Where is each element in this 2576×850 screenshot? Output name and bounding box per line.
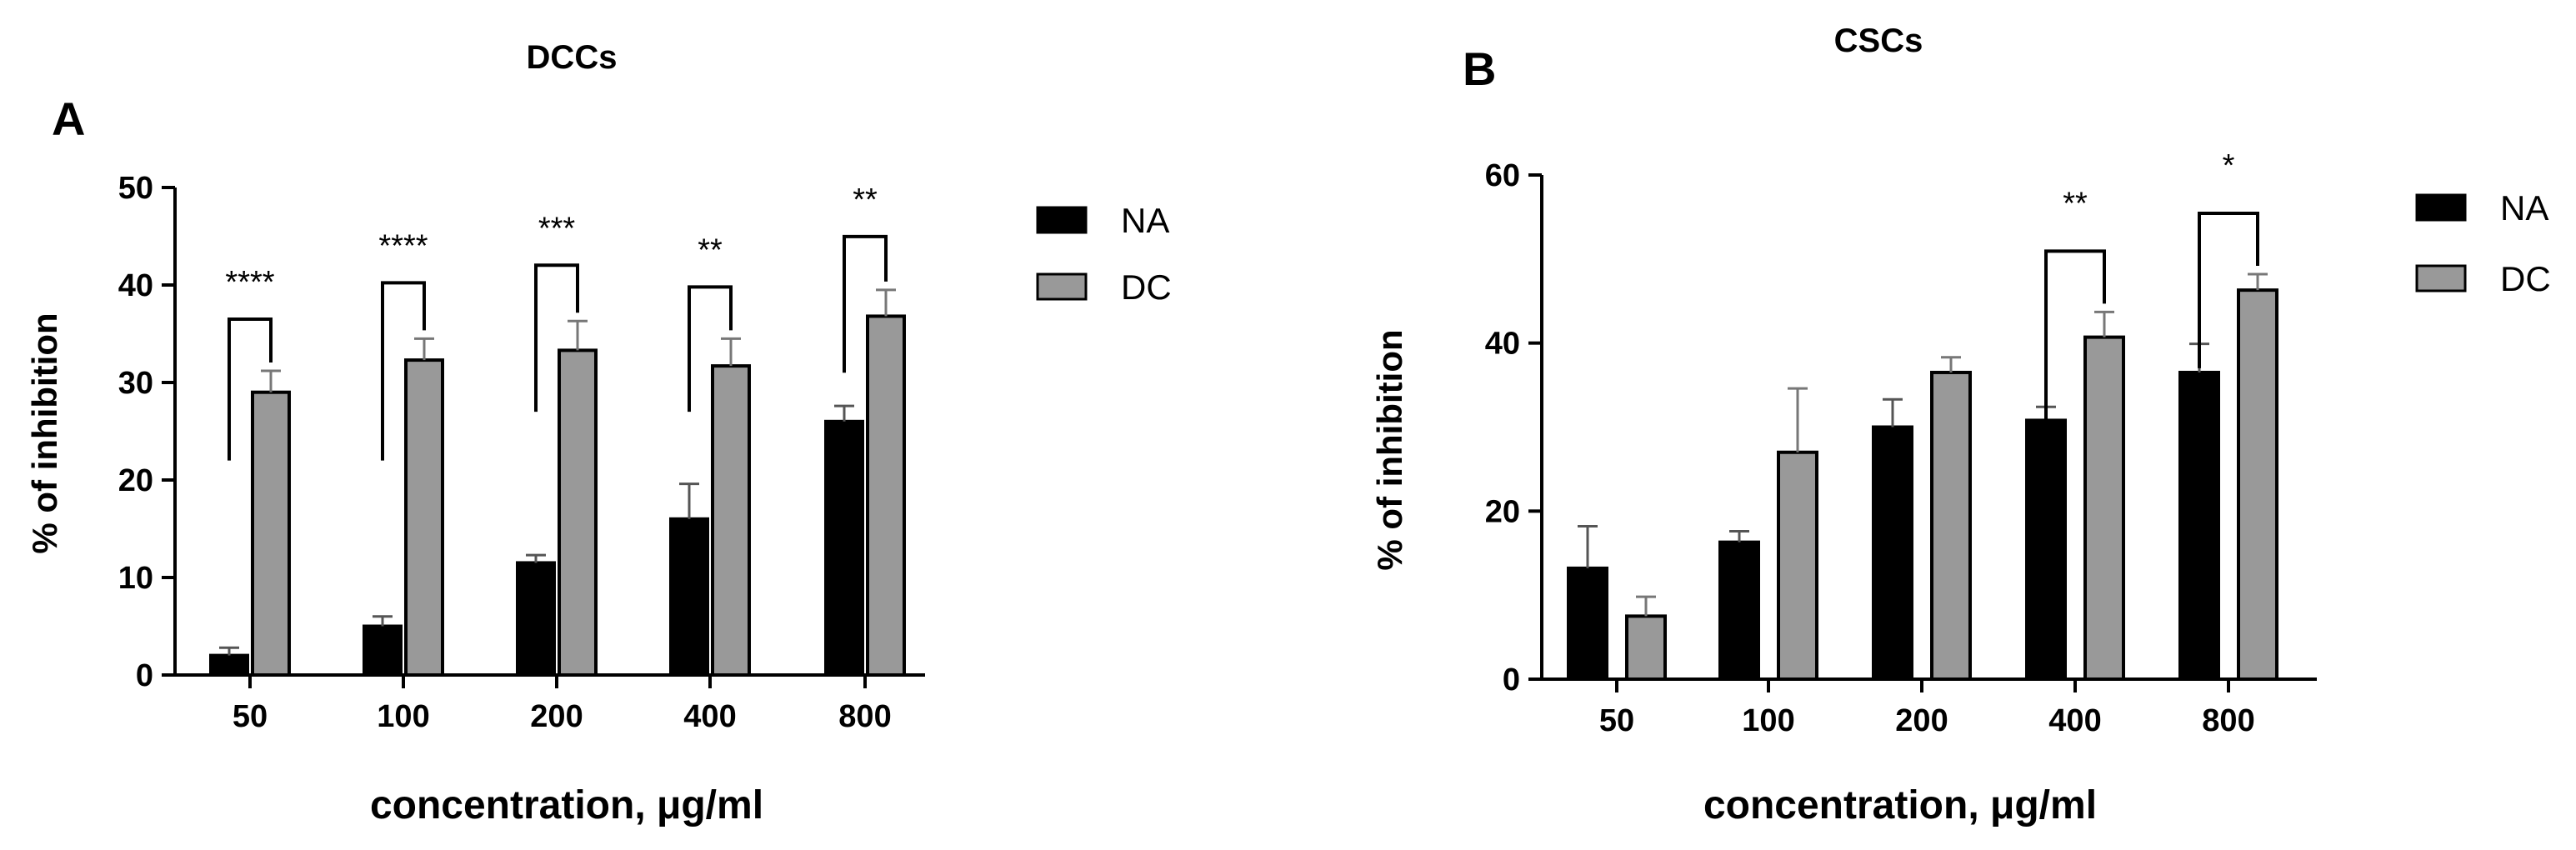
panel-a-x-tick-label: 400 — [683, 699, 736, 734]
panel-a-significance-label: **** — [225, 265, 274, 300]
panel-a-significance-label: ** — [698, 232, 723, 268]
panel-a-legend: NA DC — [1036, 201, 1172, 307]
panel-b-bar-na — [2025, 418, 2067, 681]
panel-a-significance-bracket — [228, 317, 273, 461]
panel-b-x-tick-label: 400 — [2048, 703, 2101, 738]
panel-a-significance-label: **** — [378, 228, 428, 263]
panel-a-legend-label-dc: DC — [1121, 268, 1172, 307]
panel-b-y-tick-label: 40 — [1485, 327, 1520, 362]
panel-b-x-tick-label: 200 — [1895, 703, 1948, 738]
panel-b-x-tick-label: 100 — [1742, 703, 1794, 738]
panel-b-y-tick-label: 0 — [1503, 662, 1520, 698]
panel-a-bar-na — [363, 624, 403, 677]
panel-a-significance-bracket — [381, 281, 426, 461]
panel-a-significance-bracket — [534, 263, 579, 412]
panel-a: A DCCs % of inhibition concentration, μg… — [25, 39, 1172, 828]
panel-a-bar-na — [824, 419, 864, 677]
panel-b-bar-dc — [1777, 450, 1818, 681]
panel-b-bar-na — [1872, 425, 1913, 681]
panel-a-bar-dc — [711, 364, 751, 677]
panel-b-legend: NA DC — [2415, 188, 2551, 298]
panel-b-title: CSCs — [1834, 22, 1923, 59]
panel-b-bar-na — [1718, 540, 1760, 681]
panel-b-x-tick-label: 50 — [1599, 703, 1634, 738]
panel-a-significance-bracket — [843, 234, 888, 373]
panel-a-x-tick-label: 100 — [377, 699, 429, 734]
panel-b-bar-dc — [1930, 370, 1972, 681]
panel-a-x-tick-label: 800 — [838, 699, 891, 734]
panel-a-x-tick-label: 50 — [233, 699, 268, 734]
panel-a-letter: A — [52, 92, 85, 145]
panel-a-y-tick-label: 40 — [118, 268, 153, 303]
panel-a-y-axis-title: % of inhibition — [25, 312, 64, 553]
panel-a-bar-na — [516, 561, 556, 678]
panel-b-y-axis-title: % of inhibition — [1370, 329, 1409, 570]
panel-a-bar-na — [669, 517, 709, 677]
panel-b-legend-swatch-na — [2415, 193, 2467, 222]
panel-b-letter: B — [1463, 42, 1496, 95]
panel-a-bar-dc — [251, 390, 291, 677]
panel-a-y-tick-label: 0 — [136, 658, 153, 693]
panel-b-y-tick-label: 20 — [1485, 494, 1520, 529]
panel-b-legend-swatch-dc — [2415, 264, 2467, 292]
panel-a-legend-swatch-dc — [1036, 272, 1088, 301]
panel-a-significance-label: *** — [538, 211, 576, 246]
panel-b-significance-label: ** — [2063, 186, 2088, 221]
panel-a-significance-label: ** — [853, 182, 878, 218]
panel-b-x-axis-title: concentration, μg/ml — [1703, 783, 2097, 828]
panel-b-bar-na — [2178, 370, 2220, 681]
panel-a-legend-swatch-na — [1036, 206, 1088, 234]
panel-b-y-tick-label: 60 — [1485, 158, 1520, 193]
panel-b-significance-bracket — [2044, 249, 2106, 423]
panel-a-x-tick-label: 200 — [530, 699, 583, 734]
panel-b-bar-dc — [2237, 288, 2278, 681]
panel-a-bar-dc — [558, 348, 598, 677]
panel-b-legend-label-dc: DC — [2500, 259, 2551, 298]
panel-b-legend-label-na: NA — [2500, 188, 2548, 228]
panel-a-y-tick-label: 20 — [118, 463, 153, 498]
panel-b-bar-na — [1567, 566, 1608, 682]
panel-a-title: DCCs — [527, 39, 618, 76]
panel-b-significance-label: * — [2223, 148, 2235, 183]
panel-a-y-tick-label: 30 — [118, 366, 153, 401]
panel-b-x-tick-label: 800 — [2202, 703, 2254, 738]
panel-a-y-tick-label: 10 — [118, 561, 153, 596]
panel-a-y-tick-label: 50 — [118, 171, 153, 206]
panel-a-significance-bracket — [688, 285, 733, 412]
panel-b-bar-dc — [1625, 614, 1667, 681]
panel-a-bar-dc — [404, 358, 444, 677]
panel-a-bar-na — [209, 653, 249, 677]
panel-a-bar-dc — [866, 314, 906, 677]
panel-b: B CSCs % of inhibition concentration, μg… — [1370, 22, 2551, 828]
panel-a-legend-label-na: NA — [1121, 201, 1169, 240]
panel-a-x-axis-title: concentration, μg/ml — [370, 783, 763, 828]
panel-b-significance-bracket — [2198, 211, 2259, 368]
panel-b-bar-dc — [2083, 335, 2125, 681]
